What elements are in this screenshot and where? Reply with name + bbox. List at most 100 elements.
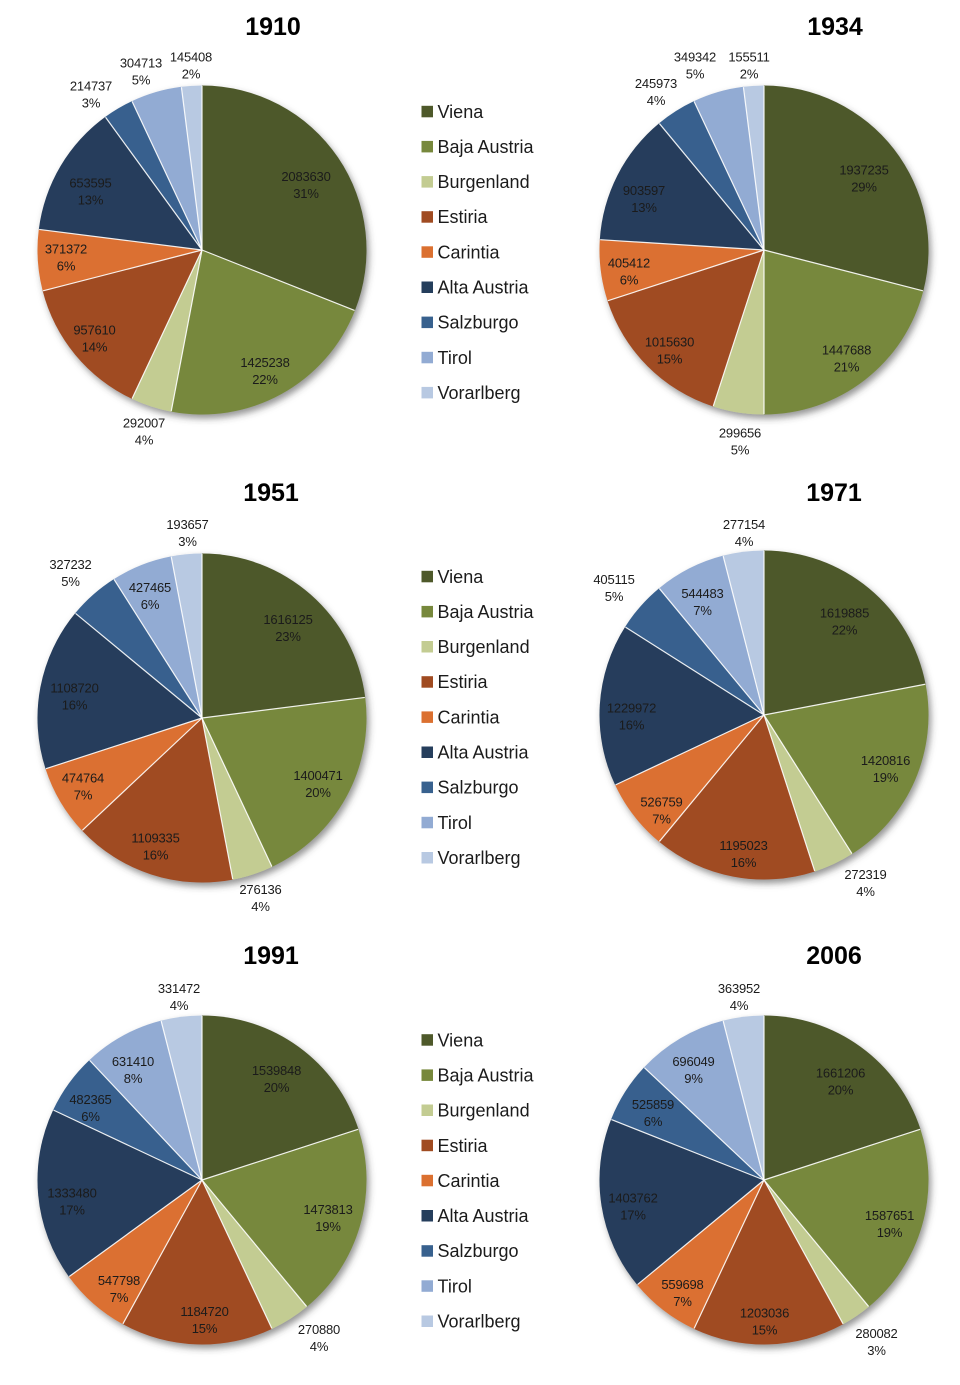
svg-text:270880: 270880 [298, 1322, 340, 1337]
svg-text:1661206: 1661206 [816, 1066, 865, 1081]
svg-text:4%: 4% [647, 93, 666, 108]
svg-text:19%: 19% [877, 1225, 903, 1240]
svg-text:17%: 17% [620, 1208, 646, 1223]
svg-text:31%: 31% [293, 186, 319, 201]
svg-text:547798: 547798 [98, 1273, 140, 1288]
svg-text:Carintia: Carintia [438, 707, 501, 727]
svg-text:20%: 20% [828, 1083, 854, 1098]
svg-text:4%: 4% [730, 998, 749, 1013]
svg-text:2083630: 2083630 [281, 169, 330, 184]
svg-text:23%: 23% [275, 629, 301, 644]
svg-text:5%: 5% [731, 443, 750, 458]
svg-text:4%: 4% [310, 1339, 329, 1354]
svg-text:653595: 653595 [69, 176, 111, 191]
svg-text:9%: 9% [684, 1071, 703, 1086]
svg-text:299656: 299656 [719, 426, 761, 441]
svg-text:16%: 16% [62, 698, 88, 713]
svg-text:22%: 22% [832, 623, 858, 638]
svg-text:1937235: 1937235 [839, 163, 888, 178]
svg-text:Alta Austria: Alta Austria [438, 1206, 530, 1226]
svg-text:Carintia: Carintia [438, 1171, 501, 1191]
svg-text:957610: 957610 [73, 323, 115, 338]
svg-text:6%: 6% [620, 273, 639, 288]
svg-text:5%: 5% [61, 574, 80, 589]
svg-text:29%: 29% [851, 180, 877, 195]
svg-text:Estiria: Estiria [438, 207, 489, 227]
svg-text:526759: 526759 [640, 795, 682, 810]
svg-text:276136: 276136 [239, 882, 281, 897]
svg-text:22%: 22% [252, 372, 278, 387]
svg-text:525859: 525859 [632, 1097, 674, 1112]
svg-text:1108720: 1108720 [50, 681, 98, 696]
svg-text:474764: 474764 [62, 771, 104, 786]
svg-text:Estiria: Estiria [438, 1136, 489, 1156]
svg-text:1229972: 1229972 [607, 701, 656, 716]
svg-text:327232: 327232 [49, 557, 91, 572]
svg-text:304713: 304713 [120, 56, 162, 71]
svg-text:544483: 544483 [681, 586, 723, 601]
svg-text:145408: 145408 [170, 50, 212, 65]
svg-text:5%: 5% [605, 589, 624, 604]
svg-text:Vorarlberg: Vorarlberg [438, 383, 521, 403]
svg-text:14%: 14% [82, 340, 108, 355]
svg-text:15%: 15% [657, 352, 683, 367]
svg-text:272319: 272319 [844, 867, 886, 882]
svg-text:20%: 20% [264, 1080, 290, 1095]
svg-text:277154: 277154 [723, 517, 765, 532]
svg-text:1971: 1971 [806, 479, 862, 507]
svg-text:Baja Austria: Baja Austria [438, 137, 535, 157]
svg-text:Viena: Viena [438, 102, 485, 122]
svg-text:Salzburgo: Salzburgo [438, 778, 519, 798]
svg-text:13%: 13% [78, 193, 104, 208]
svg-text:7%: 7% [693, 603, 712, 618]
svg-text:482365: 482365 [69, 1092, 111, 1107]
svg-text:Salzburgo: Salzburgo [438, 313, 519, 333]
svg-text:4%: 4% [251, 899, 270, 914]
svg-text:4%: 4% [856, 884, 875, 899]
svg-text:1616125: 1616125 [263, 612, 312, 627]
svg-text:17%: 17% [59, 1203, 85, 1218]
svg-text:405412: 405412 [608, 256, 650, 271]
svg-text:Tirol: Tirol [438, 813, 472, 833]
svg-text:4%: 4% [170, 998, 189, 1013]
svg-text:371372: 371372 [45, 242, 87, 257]
svg-text:Alta Austria: Alta Austria [438, 278, 530, 298]
svg-text:13%: 13% [631, 200, 657, 215]
svg-text:Alta Austria: Alta Austria [438, 743, 530, 763]
svg-text:1619885: 1619885 [820, 606, 869, 621]
svg-text:2%: 2% [182, 67, 201, 82]
svg-text:427465: 427465 [129, 580, 171, 595]
svg-text:Burgenland: Burgenland [438, 172, 530, 192]
svg-text:405115: 405115 [593, 572, 634, 587]
svg-text:7%: 7% [110, 1290, 129, 1305]
svg-text:Vorarlberg: Vorarlberg [438, 848, 521, 868]
svg-text:16%: 16% [143, 848, 169, 863]
svg-text:Baja Austria: Baja Austria [438, 602, 535, 622]
svg-text:16%: 16% [731, 855, 757, 870]
svg-text:1109335: 1109335 [131, 831, 179, 846]
svg-text:331472: 331472 [158, 981, 200, 996]
svg-text:Tirol: Tirol [438, 348, 472, 368]
svg-text:1587651: 1587651 [865, 1208, 914, 1223]
svg-text:1539848: 1539848 [252, 1063, 301, 1078]
svg-text:903597: 903597 [623, 183, 665, 198]
svg-text:Baja Austria: Baja Austria [438, 1066, 535, 1086]
svg-text:1420816: 1420816 [861, 753, 910, 768]
svg-text:3%: 3% [178, 534, 197, 549]
svg-text:7%: 7% [652, 812, 671, 827]
svg-text:2%: 2% [740, 67, 759, 82]
svg-text:349342: 349342 [674, 50, 716, 65]
svg-text:3%: 3% [867, 1343, 886, 1358]
svg-text:1333480: 1333480 [47, 1186, 96, 1201]
svg-text:214737: 214737 [70, 79, 112, 94]
svg-text:7%: 7% [74, 788, 93, 803]
svg-text:Carintia: Carintia [438, 242, 501, 262]
svg-text:155511: 155511 [728, 50, 769, 65]
svg-text:193657: 193657 [166, 517, 208, 532]
svg-text:19%: 19% [873, 770, 899, 785]
svg-text:1991: 1991 [243, 942, 299, 970]
svg-text:292007: 292007 [123, 416, 165, 431]
svg-text:1425238: 1425238 [240, 355, 289, 370]
svg-text:Tirol: Tirol [438, 1276, 472, 1296]
svg-text:5%: 5% [132, 73, 151, 88]
